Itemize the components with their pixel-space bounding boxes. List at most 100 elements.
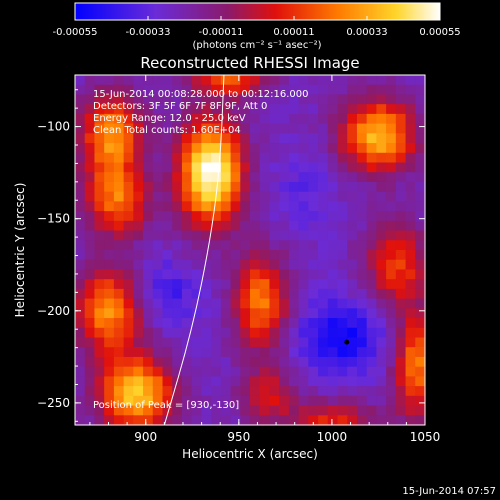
heatmap-cell bbox=[279, 181, 290, 193]
heatmap-cell bbox=[347, 356, 358, 368]
heatmap-cell bbox=[240, 395, 251, 407]
heatmap-cell bbox=[104, 279, 115, 290]
heatmap-cell bbox=[366, 356, 377, 368]
heatmap-cell bbox=[75, 113, 86, 125]
heatmap-cell bbox=[250, 133, 261, 144]
heatmap-cell bbox=[133, 220, 144, 232]
heatmap-cell bbox=[356, 386, 368, 397]
heatmap-cell bbox=[288, 395, 300, 407]
heatmap-cell bbox=[415, 298, 425, 309]
heatmap-cell bbox=[133, 75, 144, 86]
heatmap-cell bbox=[259, 259, 271, 271]
heatmap-cell bbox=[162, 347, 173, 358]
heatmap-cell bbox=[347, 240, 358, 251]
heatmap-cell bbox=[201, 327, 212, 339]
heatmap-cell bbox=[94, 84, 105, 96]
heatmap-cell bbox=[152, 94, 164, 105]
heatmap-cell bbox=[104, 356, 115, 368]
heatmap-cell bbox=[347, 84, 358, 96]
heatmap-cell bbox=[104, 259, 115, 271]
heatmap-cell bbox=[327, 298, 339, 309]
heatmap-cell bbox=[143, 327, 154, 339]
heatmap-cell bbox=[123, 133, 134, 144]
heatmap-cell bbox=[143, 211, 154, 222]
heatmap-cell bbox=[162, 113, 173, 125]
heatmap-cell bbox=[298, 308, 309, 319]
heatmap-cell bbox=[123, 337, 134, 348]
heatmap-cell bbox=[337, 113, 348, 125]
heatmap-cell bbox=[366, 191, 377, 202]
heatmap-cell bbox=[356, 259, 368, 271]
heatmap-cell bbox=[181, 220, 193, 232]
heatmap-cell bbox=[162, 376, 173, 387]
heatmap-cell bbox=[172, 123, 183, 134]
heatmap-cell bbox=[347, 94, 358, 105]
heatmap-cell bbox=[94, 113, 105, 125]
heatmap-cell bbox=[201, 113, 212, 125]
heatmap-cell bbox=[220, 84, 232, 96]
heatmap-cell bbox=[143, 376, 154, 387]
heatmap-cell bbox=[308, 133, 319, 144]
heatmap-cell bbox=[318, 94, 329, 105]
colorbar-tick-label: -0.00011 bbox=[199, 27, 244, 38]
heatmap-cell bbox=[152, 240, 164, 251]
heatmap-cell bbox=[240, 250, 251, 261]
heatmap-cell bbox=[84, 104, 96, 115]
heatmap-cell bbox=[133, 162, 144, 173]
heatmap-cell bbox=[395, 386, 407, 397]
heatmap-cell bbox=[211, 220, 222, 232]
heatmap-cell bbox=[201, 366, 212, 377]
heatmap-cell bbox=[259, 143, 271, 154]
heatmap-cell bbox=[269, 240, 280, 251]
heatmap-cell bbox=[308, 152, 319, 164]
heatmap-cell bbox=[308, 181, 319, 193]
heatmap-cell bbox=[386, 75, 397, 86]
heatmap-cell bbox=[250, 240, 261, 251]
heatmap-cell bbox=[230, 347, 241, 358]
heatmap-cell bbox=[415, 191, 425, 202]
heatmap-cell bbox=[191, 386, 202, 397]
heatmap-cell bbox=[181, 75, 193, 86]
heatmap-cell bbox=[181, 259, 193, 271]
heatmap-cell bbox=[84, 288, 96, 300]
heatmap-cell bbox=[113, 104, 125, 115]
heatmap-cell bbox=[347, 172, 358, 183]
heatmap-cell bbox=[376, 288, 387, 300]
heatmap-cell bbox=[84, 201, 96, 212]
heatmap-cell bbox=[191, 211, 202, 222]
heatmap-cell bbox=[269, 211, 280, 222]
heatmap-cell bbox=[191, 327, 202, 339]
heatmap-cell bbox=[405, 230, 416, 241]
heatmap-cell bbox=[123, 288, 134, 300]
heatmap-cell bbox=[298, 201, 309, 212]
heatmap-cell bbox=[104, 298, 115, 309]
heatmap-cell bbox=[152, 104, 164, 115]
heatmap-cell bbox=[288, 172, 300, 183]
heatmap-cell bbox=[308, 143, 319, 154]
heatmap-cell bbox=[347, 75, 358, 86]
heatmap-cell bbox=[415, 386, 425, 397]
heatmap-cell bbox=[201, 94, 212, 105]
heatmap-cell bbox=[240, 181, 251, 193]
heatmap-cell bbox=[133, 405, 144, 416]
heatmap-cell bbox=[172, 405, 183, 416]
heatmap-cell bbox=[230, 327, 241, 339]
heatmap-cell bbox=[318, 259, 329, 271]
heatmap-cell bbox=[405, 298, 416, 309]
heatmap-cell bbox=[269, 279, 280, 290]
heatmap-cell bbox=[250, 162, 261, 173]
heatmap-cell bbox=[230, 191, 241, 202]
heatmap-cell bbox=[395, 211, 407, 222]
heatmap-cell bbox=[181, 133, 193, 144]
heatmap-cell bbox=[94, 405, 105, 416]
heatmap-cell bbox=[259, 395, 271, 407]
heatmap-cell bbox=[288, 133, 300, 144]
heatmap-cell bbox=[269, 152, 280, 164]
heatmap-cell bbox=[298, 250, 309, 261]
heatmap-cell bbox=[347, 415, 358, 425]
heatmap-cell bbox=[376, 386, 387, 397]
heatmap-cell bbox=[395, 415, 407, 425]
heatmap-cell bbox=[269, 162, 280, 173]
heatmap-cell bbox=[347, 220, 358, 232]
heatmap-cell bbox=[133, 104, 144, 115]
